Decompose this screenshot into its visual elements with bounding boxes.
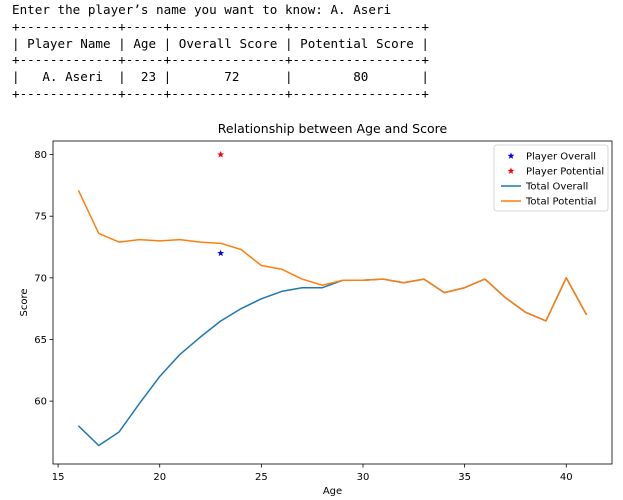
table-border-top: +-------------+-----+---------------+---…	[12, 18, 430, 34]
series-line-total-potential	[77, 189, 588, 322]
table-border-middle: +-------------+-----+---------------+---…	[12, 52, 430, 68]
legend-label-player-overall: Player Overall	[526, 152, 596, 163]
point-player-overall	[217, 249, 225, 257]
plot-frame	[52, 140, 613, 465]
legend-box	[493, 144, 609, 212]
y-tick-label: 80	[34, 150, 47, 161]
x-tick-label: 25	[255, 472, 268, 483]
chart-title: Relationship between Age and Score	[218, 121, 448, 136]
y-tick-label: 65	[34, 335, 47, 346]
y-axis-label: Score	[19, 288, 30, 316]
table-border-bottom: +-------------+-----+---------------+---…	[12, 85, 430, 101]
series-line-total-overall	[77, 277, 588, 447]
y-tick-label: 75	[34, 212, 47, 223]
legend-label-total-overall: Total Overall	[525, 182, 588, 193]
x-tick-label: 30	[357, 472, 370, 483]
x-tick-label: 15	[52, 472, 65, 483]
table-header-row: | Player Name | Age | Overall Score | Po…	[12, 35, 430, 51]
x-tick-label: 20	[153, 472, 166, 483]
score-chart: Relationship between Age and Score 15 20 25…	[19, 121, 613, 497]
x-tick-label: 40	[560, 472, 573, 483]
input-prompt: Enter the player’s name you want to know…	[12, 2, 392, 17]
x-axis-label: Age	[323, 486, 342, 497]
legend-marker-player-potential	[507, 167, 515, 174]
point-player-potential	[217, 150, 225, 158]
console-output: Enter the player’s name you want to know…	[12, 2, 429, 103]
table-data-row: | A. Aseri | 23 | 72 | 80 |	[12, 69, 430, 85]
legend-label-total-potential: Total Potential	[525, 197, 596, 208]
y-tick-label: 70	[34, 273, 47, 284]
x-tick-label: 35	[458, 472, 471, 483]
y-tick-label: 60	[34, 397, 47, 408]
legend-label-player-potential: Player Potential	[526, 167, 604, 178]
legend-marker-player-overall	[507, 152, 515, 159]
